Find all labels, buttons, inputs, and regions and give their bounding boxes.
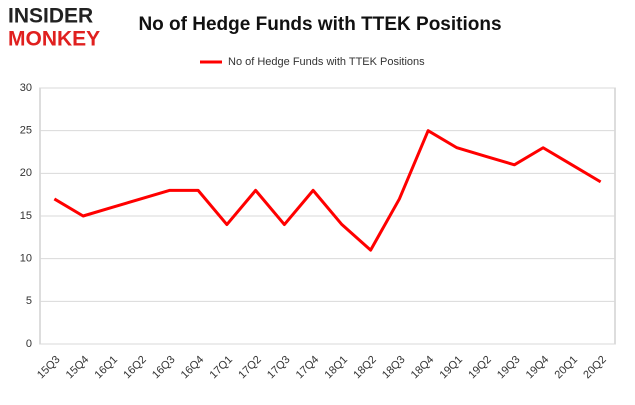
y-tick-label: 20 (20, 167, 32, 179)
legend-label: No of Hedge Funds with TTEK Positions (228, 56, 425, 68)
y-tick-label: 0 (26, 338, 32, 350)
y-tick-label: 30 (20, 82, 32, 94)
data-line (53, 129, 602, 252)
logo-bottom: MONKEY (8, 28, 100, 51)
y-tick-label: 5 (26, 295, 32, 307)
chart-title: No of Hedge Funds with TTEK Positions (138, 14, 501, 35)
y-tick-label: 25 (20, 125, 32, 137)
y-tick-label: 15 (20, 210, 32, 222)
y-tick-label: 10 (20, 253, 32, 265)
logo-top: INSIDER (8, 5, 93, 28)
